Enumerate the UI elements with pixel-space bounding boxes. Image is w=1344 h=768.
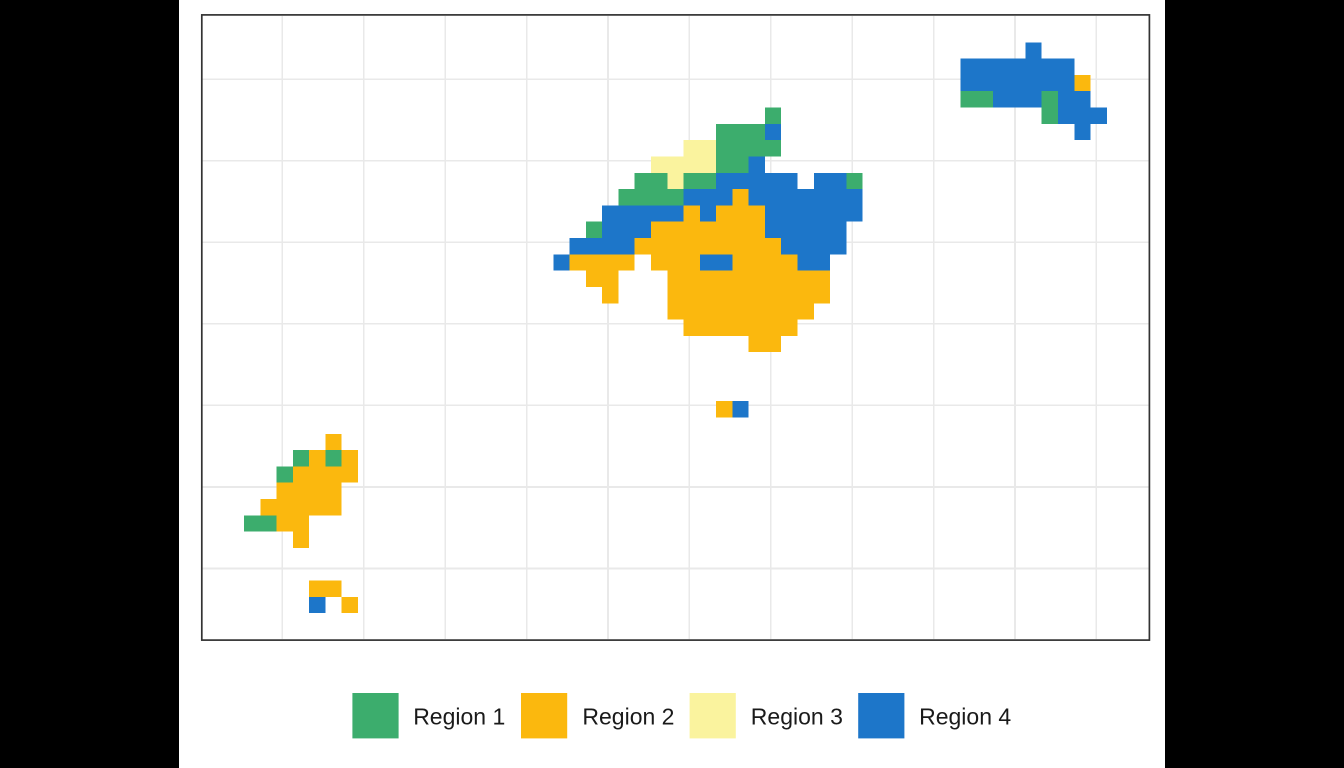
svg-text:Region 1: Region 1 [413,703,505,729]
svg-text:Region 4: Region 4 [919,703,1011,729]
svg-text:Region 2: Region 2 [582,703,674,729]
svg-text:Region 3: Region 3 [751,703,843,729]
